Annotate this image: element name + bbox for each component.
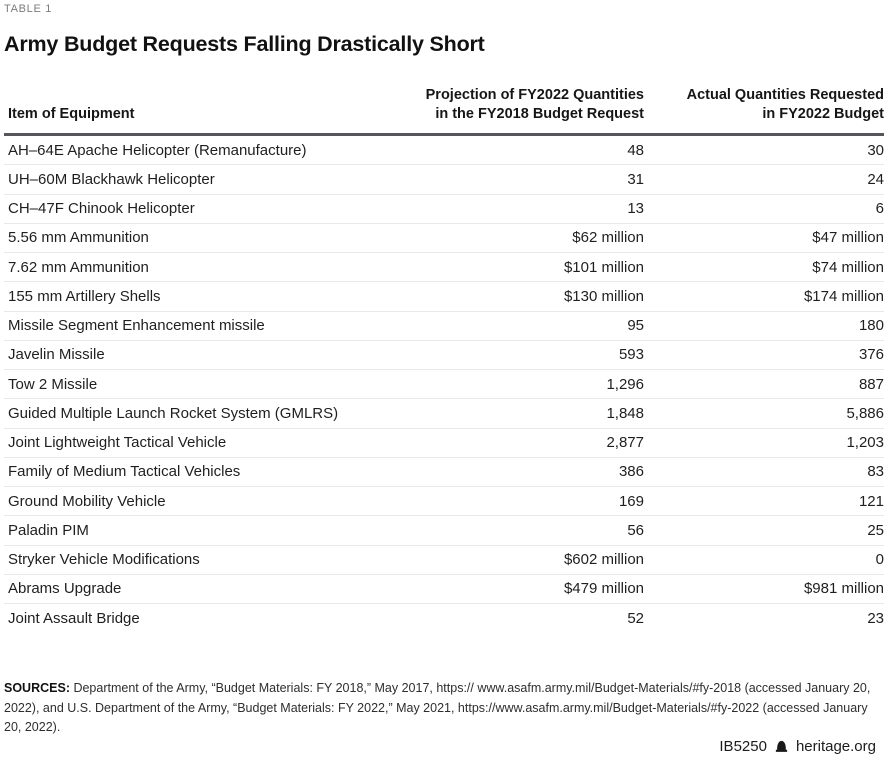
item-of-equipment-cell: Stryker Vehicle Modifications (8, 551, 200, 569)
fy2018-projection-cell: $130 million (563, 287, 644, 305)
fy2018-projection-cell: 52 (627, 609, 644, 627)
column-header-label: Item of Equipment (8, 106, 135, 122)
fy2022-actual-cell: 180 (858, 317, 884, 335)
document-id: IB5250 (719, 738, 767, 755)
fy2022-actual-cell: 0 (875, 551, 884, 569)
table-row: 5.56 mm Ammunition $62 million $47 million (4, 223, 884, 252)
table-row: UH–60M Blackhawk Helicopter 31 24 (4, 164, 884, 194)
fy2022-actual-cell: 83 (867, 463, 884, 481)
fy2022-actual-cell: $981 million (803, 580, 884, 598)
table-row: Joint Assault Bridge 52 23 (4, 603, 884, 633)
table-row: Abrams Upgrade $479 million $981 million (4, 574, 884, 603)
item-of-equipment-cell: Javelin Missile (8, 346, 105, 364)
fy2018-projection-cell: 48 (627, 141, 644, 159)
fy2022-actual-cell: 5,886 (846, 404, 884, 422)
item-of-equipment-cell: Family of Medium Tactical Vehicles (8, 463, 241, 481)
column-header-item-of-equipment: Item of Equipment (4, 86, 404, 135)
item-of-equipment-cell: 5.56 mm Ammunition (8, 229, 149, 247)
fy2022-actual-cell: 1,203 (846, 434, 884, 452)
sources-note: SOURCES: Department of the Army, “Budget… (4, 679, 876, 738)
item-of-equipment-cell: UH–60M Blackhawk Helicopter (8, 170, 215, 188)
fy2018-projection-cell: $101 million (563, 258, 644, 276)
table-row: Ground Mobility Vehicle 169 121 (4, 486, 884, 516)
sources-label: SOURCES: (4, 681, 70, 696)
fy2018-projection-cell: 1,848 (606, 404, 644, 422)
fy2022-actual-cell: 887 (858, 375, 884, 393)
item-of-equipment-cell: Missile Segment Enhancement missile (8, 317, 265, 335)
fy2018-projection-cell: 169 (618, 492, 644, 510)
fy2022-actual-cell: 6 (875, 200, 884, 218)
fy2022-actual-cell: $47 million (812, 229, 884, 247)
table-row: Tow 2 Missile 1,296 887 (4, 369, 884, 399)
table-header: Item of Equipment Projection of FY2022 Q… (4, 86, 884, 135)
fy2022-actual-cell: $174 million (803, 287, 884, 305)
fy2022-actual-cell: 30 (867, 141, 884, 159)
item-of-equipment-cell: Guided Multiple Launch Rocket System (GM… (8, 404, 339, 422)
column-header-line: in FY2022 Budget (762, 106, 884, 122)
table-row: CH–47F Chinook Helicopter 13 6 (4, 194, 884, 223)
column-header-line: in the FY2018 Budget Request (435, 106, 644, 122)
item-of-equipment-cell: Joint Lightweight Tactical Vehicle (8, 434, 227, 452)
fy2018-projection-cell: 2,877 (606, 434, 644, 452)
table-header-row: Item of Equipment Projection of FY2022 Q… (4, 86, 884, 135)
liberty-bell-icon (774, 739, 789, 754)
item-of-equipment-cell: Tow 2 Missile (8, 375, 98, 393)
table-row: Family of Medium Tactical Vehicles 386 83 (4, 457, 884, 486)
fy2022-actual-cell: 25 (867, 521, 884, 539)
fy2018-projection-cell: $62 million (572, 229, 644, 247)
table-row: Javelin Missile 593 376 (4, 340, 884, 369)
table-row: Stryker Vehicle Modifications $602 millio… (4, 545, 884, 574)
fy2018-projection-cell: 56 (627, 521, 644, 539)
column-header-fy2018-projection: Projection of FY2022 Quantities in the F… (404, 86, 644, 135)
page-title: Army Budget Requests Falling Drastically… (4, 32, 485, 56)
site-name: heritage.org (795, 738, 876, 755)
fy2018-projection-cell: 1,296 (606, 375, 644, 393)
item-of-equipment-cell: Ground Mobility Vehicle (8, 492, 166, 510)
fy2018-projection-cell: 31 (627, 170, 644, 188)
item-of-equipment-cell: Joint Assault Bridge (8, 609, 140, 627)
fy2018-projection-cell: 386 (618, 463, 644, 481)
table-row: Missile Segment Enhancement missile 95 180 (4, 311, 884, 340)
footer: IB5250 heritage.org (719, 738, 876, 755)
fy2018-projection-cell: 13 (627, 200, 644, 218)
fy2018-projection-cell: 95 (627, 317, 644, 335)
column-header-fy2022-actual: Actual Quantities Requested in FY2022 Bu… (644, 86, 884, 135)
table-row: AH–64E Apache Helicopter (Remanufacture)… (4, 135, 884, 165)
table-row: Guided Multiple Launch Rocket System (GM… (4, 398, 884, 428)
column-header-line: Actual Quantities Requested (686, 87, 884, 103)
fy2022-actual-cell: 24 (867, 170, 884, 188)
item-of-equipment-cell: CH–47F Chinook Helicopter (8, 200, 195, 218)
table-row: 155 mm Artillery Shells $130 million $174 … (4, 281, 884, 311)
item-of-equipment-cell: Abrams Upgrade (8, 580, 122, 598)
table-body: AH–64E Apache Helicopter (Remanufacture)… (4, 135, 884, 633)
table-number-kicker: TABLE 1 (4, 3, 53, 15)
fy2022-actual-cell: $74 million (812, 258, 884, 276)
fy2018-projection-cell: 593 (618, 346, 644, 364)
sources-text: Department of the Army, “Budget Material… (4, 681, 871, 735)
item-of-equipment-cell: 7.62 mm Ammunition (8, 258, 149, 276)
equipment-budget-table: Item of Equipment Projection of FY2022 Q… (4, 86, 884, 632)
table-row: Paladin PIM 56 25 (4, 515, 884, 545)
fy2018-projection-cell: $602 million (563, 551, 644, 569)
fy2022-actual-cell: 376 (858, 346, 884, 364)
item-of-equipment-cell: Paladin PIM (8, 521, 89, 539)
fy2022-actual-cell: 23 (867, 609, 884, 627)
fy2022-actual-cell: 121 (858, 492, 884, 510)
item-of-equipment-cell: AH–64E Apache Helicopter (Remanufacture) (8, 141, 307, 159)
table-row: Joint Lightweight Tactical Vehicle 2,877 1… (4, 428, 884, 457)
item-of-equipment-cell: 155 mm Artillery Shells (8, 287, 161, 305)
fy2018-projection-cell: $479 million (563, 580, 644, 598)
column-header-line: Projection of FY2022 Quantities (425, 87, 644, 103)
table-row: 7.62 mm Ammunition $101 million $74 millio… (4, 252, 884, 282)
